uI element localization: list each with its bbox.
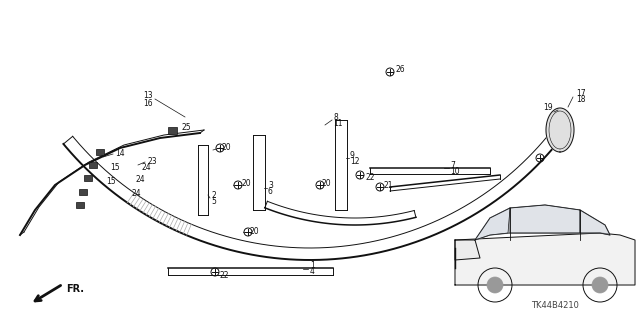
Text: 5: 5	[211, 197, 216, 206]
Text: 20: 20	[241, 180, 251, 189]
Circle shape	[487, 277, 503, 293]
Polygon shape	[580, 210, 610, 235]
Polygon shape	[475, 205, 610, 240]
Text: 25: 25	[182, 123, 191, 132]
Text: 24: 24	[135, 175, 145, 184]
Bar	[168, 127, 177, 133]
Text: 18: 18	[576, 95, 586, 105]
Text: 20: 20	[250, 226, 260, 235]
Text: 24: 24	[141, 164, 150, 173]
Text: 20: 20	[222, 143, 232, 152]
Polygon shape	[546, 108, 574, 152]
Text: 24: 24	[132, 189, 141, 198]
Text: 15: 15	[110, 164, 120, 173]
Text: 3: 3	[268, 181, 273, 189]
Polygon shape	[475, 208, 510, 240]
Text: 1: 1	[310, 261, 315, 270]
Polygon shape	[455, 233, 635, 285]
Text: 10: 10	[450, 167, 460, 176]
Text: 11: 11	[333, 120, 342, 129]
Bar	[76, 202, 84, 208]
Text: 22: 22	[219, 271, 228, 279]
Text: 7: 7	[450, 160, 455, 169]
Text: FR.: FR.	[66, 284, 84, 294]
Bar	[84, 175, 92, 181]
Bar	[96, 149, 104, 155]
Text: 2: 2	[211, 190, 216, 199]
Text: 23: 23	[147, 157, 157, 166]
Text: 9: 9	[350, 151, 355, 160]
Text: 4: 4	[310, 268, 315, 277]
Text: TK44B4210: TK44B4210	[531, 301, 579, 310]
Text: 17: 17	[576, 88, 586, 98]
Text: 19: 19	[543, 103, 552, 113]
Polygon shape	[510, 205, 580, 233]
Text: 16: 16	[143, 99, 152, 108]
Text: 6: 6	[268, 188, 273, 197]
Bar	[79, 189, 87, 195]
Text: 20: 20	[322, 180, 332, 189]
Circle shape	[592, 277, 608, 293]
Text: 26: 26	[395, 65, 404, 75]
Polygon shape	[455, 240, 480, 260]
Bar	[89, 162, 97, 168]
Text: 22: 22	[365, 174, 374, 182]
Text: 12: 12	[350, 158, 360, 167]
Text: 8: 8	[333, 113, 338, 122]
Text: 14: 14	[115, 150, 125, 159]
Text: 13: 13	[143, 92, 152, 100]
Text: 21: 21	[384, 182, 394, 190]
Text: 15: 15	[106, 177, 116, 187]
